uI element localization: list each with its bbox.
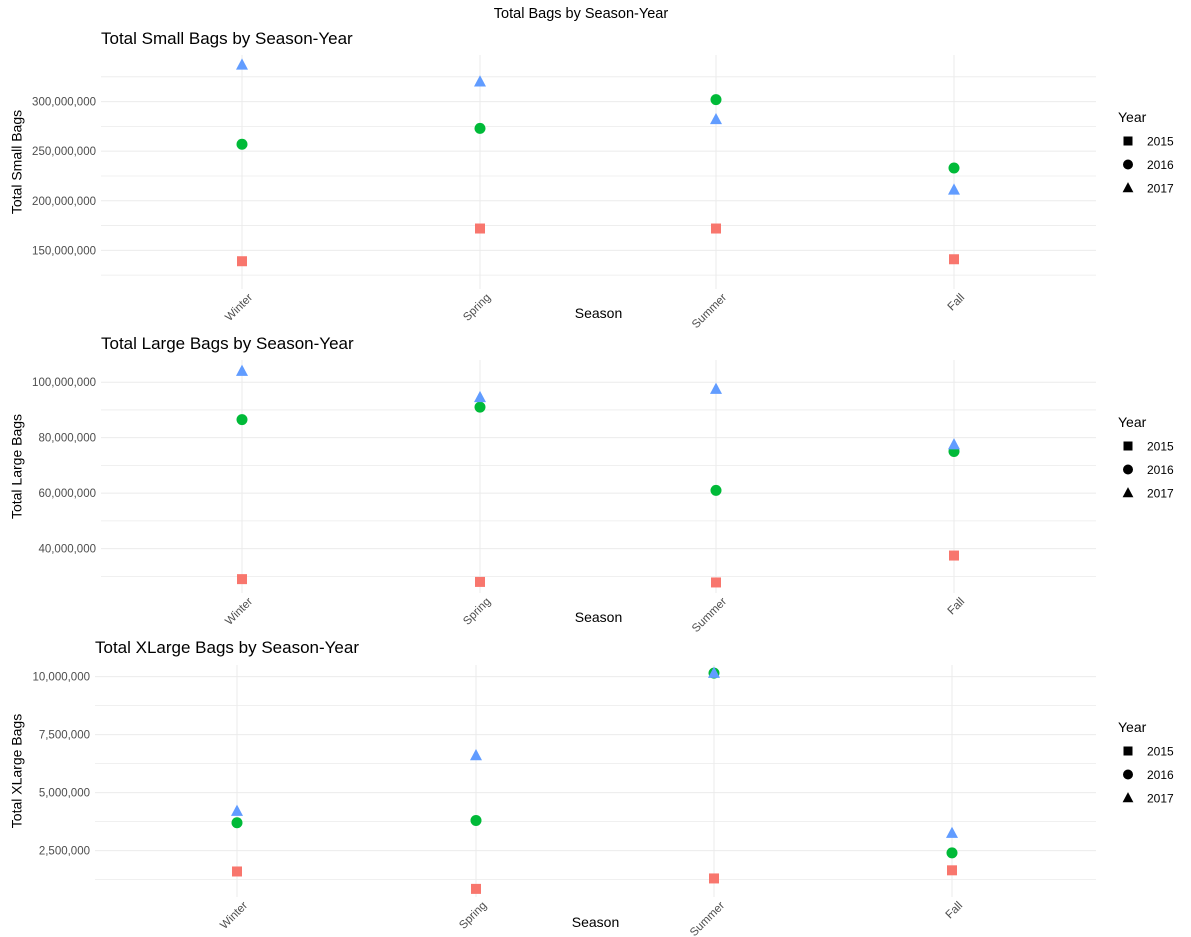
x-tick-label: Fall: [946, 596, 968, 618]
data-point: [711, 577, 721, 588]
x-axis-title: Season: [575, 305, 622, 321]
y-axis-title: Total XLarge Bags: [9, 714, 25, 828]
y-tick-label: 5,000,000: [39, 788, 90, 800]
legend-key-icon: [1123, 746, 1133, 756]
data-point: [709, 873, 719, 884]
x-tick-label: Summer: [690, 292, 729, 331]
data-point: [710, 112, 722, 125]
chart-title: Total Large Bags by Season-Year: [101, 334, 354, 353]
data-point: [475, 576, 485, 587]
chart-title: Total XLarge Bags by Season-Year: [95, 638, 359, 657]
x-axis-title: Season: [575, 609, 622, 625]
data-point: [237, 256, 247, 267]
legend-key-icon: [1123, 441, 1133, 451]
y-tick-label: 60,000,000: [38, 488, 96, 500]
y-tick-label: 300,000,000: [32, 97, 96, 109]
chart-panel: 150,000,000 200,000,000 250,000,000 300,000…: [9, 29, 1174, 331]
x-tick-label: Winter: [223, 596, 255, 628]
legend-key-icon: [1123, 769, 1133, 780]
y-tick-label: 2,500,000: [39, 846, 90, 858]
legend-label: 2017: [1147, 487, 1174, 501]
legend-key-icon: [1122, 182, 1134, 193]
data-point: [710, 94, 722, 106]
data-point: [470, 748, 482, 761]
data-point: [475, 223, 485, 234]
x-tick-label: Winter: [218, 900, 250, 932]
data-point: [949, 550, 959, 561]
y-tick-label: 10,000,000: [32, 672, 90, 684]
chart-panels: 150,000,000 200,000,000 250,000,000 300,000…: [9, 29, 1174, 937]
data-point: [471, 883, 481, 894]
data-point: [948, 162, 960, 174]
data-point: [231, 817, 243, 829]
x-tick-label: Fall: [944, 900, 966, 922]
data-point: [474, 122, 486, 134]
data-point: [236, 364, 248, 376]
data-point: [474, 401, 486, 413]
data-point: [948, 183, 960, 195]
data-point: [474, 390, 486, 403]
data-point: [236, 414, 248, 426]
legend-title: Year: [1118, 109, 1147, 125]
legend-key-icon: [1122, 792, 1134, 803]
data-point: [711, 223, 721, 234]
legend-label: 2016: [1147, 768, 1174, 782]
x-tick-label: Summer: [690, 596, 729, 635]
chart-title: Total Small Bags by Season-Year: [101, 29, 353, 48]
x-tick-label: Fall: [946, 292, 968, 314]
x-tick-label: Summer: [688, 900, 727, 937]
data-point: [948, 438, 960, 450]
y-tick-label: 7,500,000: [39, 730, 90, 742]
data-point: [232, 866, 242, 877]
legend-label: 2017: [1147, 182, 1174, 196]
y-axis-title: Total Small Bags: [9, 110, 25, 214]
y-tick-label: 40,000,000: [38, 544, 96, 556]
legend-key-icon: [1123, 464, 1133, 475]
legend-key-icon: [1123, 136, 1133, 146]
chart-panel: 2,500,000 5,000,000 7,500,000 10,000,000 Win…: [9, 638, 1174, 937]
data-point: [946, 826, 958, 838]
data-point: [474, 75, 486, 87]
y-tick-label: 250,000,000: [32, 146, 96, 158]
y-tick-label: 150,000,000: [32, 245, 96, 257]
data-point: [947, 865, 957, 876]
data-point: [237, 574, 247, 585]
chart-panel: 40,000,000 60,000,000 80,000,000 100,000,00…: [9, 334, 1174, 635]
x-tick-label: Spring: [461, 292, 493, 324]
data-point: [710, 382, 722, 394]
x-tick-label: Winter: [223, 292, 255, 324]
y-axis-title: Total Large Bags: [9, 414, 25, 519]
data-point: [946, 847, 958, 859]
data-point: [708, 666, 720, 678]
x-tick-label: Spring: [461, 596, 493, 628]
legend-title: Year: [1118, 414, 1147, 430]
y-tick-label: 200,000,000: [32, 196, 96, 208]
legend-label: 2016: [1147, 463, 1174, 477]
legend-label: 2015: [1147, 135, 1174, 149]
legend-label: 2015: [1147, 745, 1174, 759]
data-point: [236, 58, 248, 70]
data-point: [710, 484, 722, 496]
figure-title: Total Bags by Season-Year: [494, 6, 669, 22]
x-tick-label: Spring: [457, 900, 489, 932]
legend-key-icon: [1122, 487, 1134, 498]
legend-title: Year: [1118, 719, 1147, 735]
y-tick-label: 80,000,000: [38, 433, 96, 445]
legend-label: 2016: [1147, 158, 1174, 172]
legend-label: 2015: [1147, 440, 1174, 454]
y-tick-label: 100,000,000: [32, 377, 96, 389]
legend-key-icon: [1123, 159, 1133, 170]
data-point: [470, 814, 482, 826]
x-axis-title: Season: [572, 914, 619, 930]
data-point: [949, 254, 959, 265]
data-point: [231, 804, 243, 816]
legend-label: 2017: [1147, 792, 1174, 806]
data-point: [236, 138, 248, 150]
